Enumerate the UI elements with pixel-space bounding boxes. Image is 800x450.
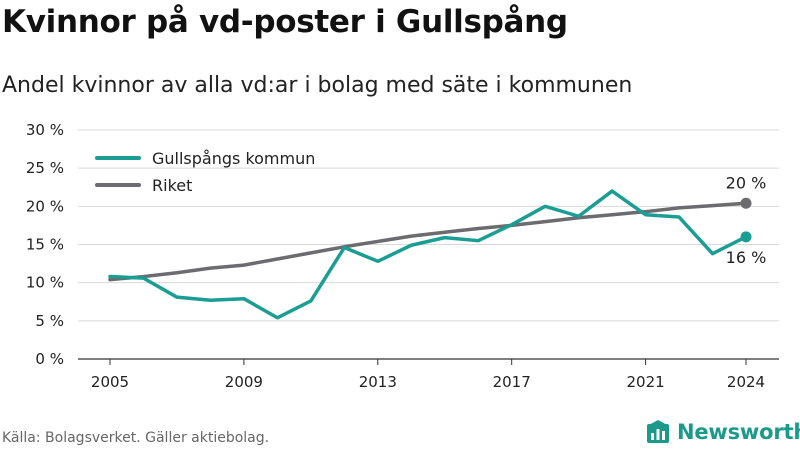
brand-name: Newsworthy — [677, 420, 800, 444]
chart-title: Kvinnor på vd-poster i Gullspång — [2, 4, 568, 40]
x-tick-label: 2005 — [91, 373, 129, 391]
x-tick-label: 2021 — [626, 373, 664, 391]
end-label-riket: 20 % — [726, 173, 767, 192]
series-line — [108, 189, 748, 320]
end-labels: 20 % 16 % — [726, 173, 767, 267]
end-label-kommun: 16 % — [726, 248, 767, 267]
legend: Gullspångs kommun Riket — [95, 149, 315, 195]
y-tick-label: 5 % — [35, 312, 64, 330]
y-tick-label: 10 % — [26, 274, 64, 292]
legend-label: Riket — [152, 176, 192, 195]
x-tick-label: 2009 — [225, 373, 263, 391]
chart-subtitle: Andel kvinnor av alla vd:ar i bolag med … — [2, 73, 633, 98]
end-point — [740, 231, 752, 243]
y-axis: 0 % 5 % 10 % 15 % 20 % 25 % 30 % — [26, 121, 64, 368]
legend-label: Gullspångs kommun — [152, 149, 315, 168]
source-note: Källa: Bolagsverket. Gäller aktiebolag. — [2, 430, 270, 446]
y-tick-label: 30 % — [26, 121, 64, 139]
end-point — [740, 197, 752, 209]
x-tick-label: 2017 — [493, 373, 531, 391]
y-tick-label: 20 % — [26, 197, 64, 215]
x-axis: 2005 2009 2013 2017 2021 2024 — [91, 359, 765, 391]
y-tick-label: 15 % — [26, 236, 64, 254]
y-tick-label: 25 % — [26, 159, 64, 177]
newsworthy-logo-icon — [647, 420, 669, 443]
gridlines — [78, 129, 779, 360]
x-tick-label: 2024 — [727, 373, 765, 391]
series-lines — [108, 189, 752, 320]
x-tick-label: 2013 — [359, 373, 397, 391]
y-tick-label: 0 % — [35, 350, 64, 368]
brand-logo[interactable]: Newsworthy — [645, 419, 800, 445]
